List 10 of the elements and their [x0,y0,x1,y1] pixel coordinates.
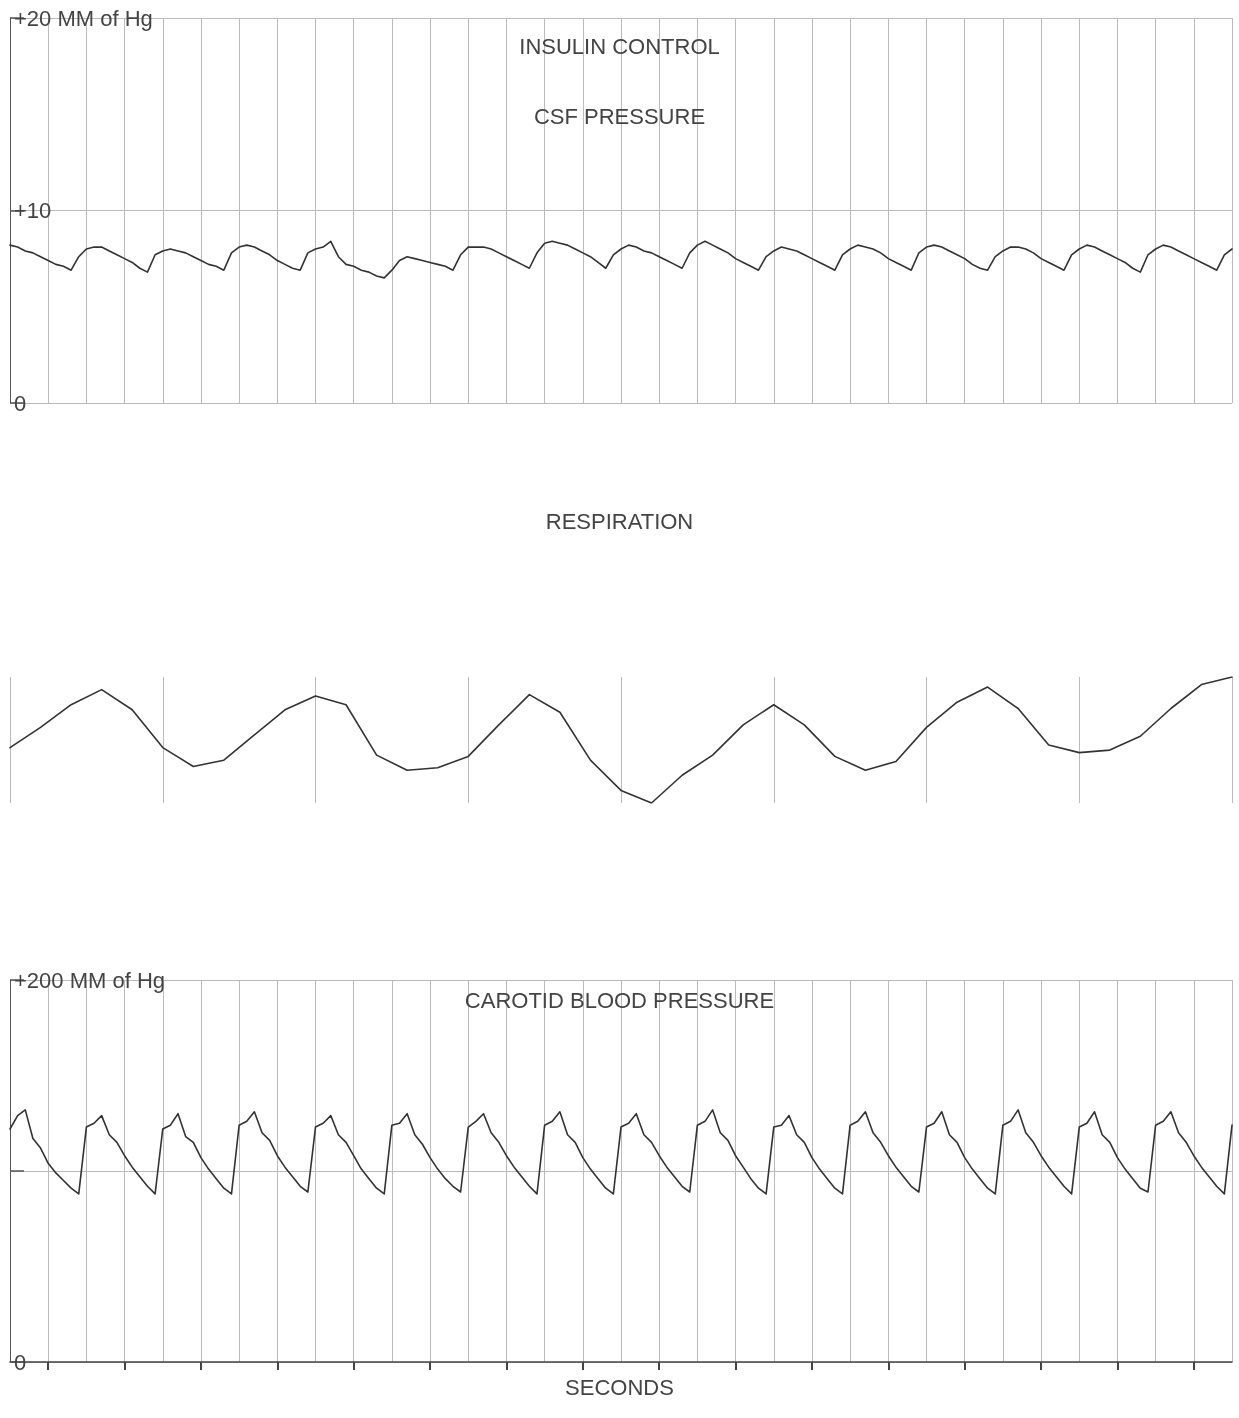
y-tick-label: +20 MM of Hg [14,5,153,31]
text: CSF PRESSURE [533,103,706,129]
line-series [9,1109,1233,1195]
line-series [9,240,1233,279]
chart-title: CAROTID BLOOD PRESSURE [464,987,775,1013]
y-tick-label: +10 [14,198,52,223]
chart-title: RESPIRATION [545,508,694,534]
x-axis-title: SECONDS [565,1374,674,1400]
text: INSULIN CONTROL [519,33,720,59]
y-tick-label: +200 MM of Hg [14,967,166,993]
